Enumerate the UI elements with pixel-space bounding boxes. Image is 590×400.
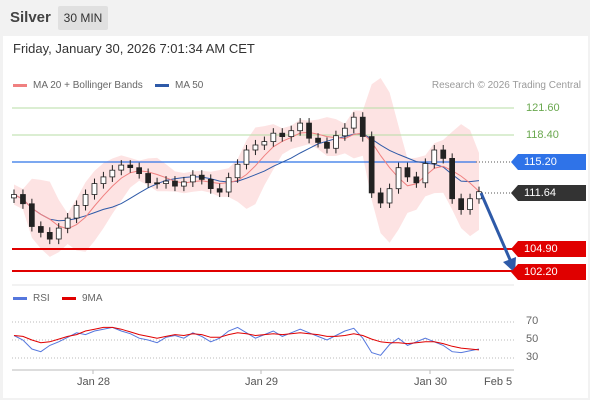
date-label-jan29: Jan 29 <box>245 376 279 388</box>
candles <box>11 112 482 245</box>
ma20-swatch <box>13 84 27 87</box>
candle-body <box>207 178 214 189</box>
projection-arrow <box>479 192 513 263</box>
ma20-line <box>13 131 480 230</box>
legend-rsi-label: RSI <box>33 293 50 304</box>
candle-body <box>154 182 160 185</box>
candle-body <box>189 174 196 183</box>
candle-body <box>225 177 232 193</box>
rsi-swatch <box>13 297 27 300</box>
legend-ma50-label: MA 50 <box>175 80 204 91</box>
candle-body <box>216 188 223 193</box>
candle-body <box>350 116 357 129</box>
candle-body <box>377 192 384 204</box>
candle-body <box>315 137 321 143</box>
credit-text: Research © 2026 Trading Central <box>431 80 581 91</box>
candle-body <box>458 198 465 210</box>
candle-body <box>270 132 277 142</box>
candle-body <box>73 205 80 219</box>
last-price-tag: 111.64 <box>511 185 586 201</box>
legend-rsi-ma: 9MA <box>62 293 103 304</box>
rsi-tick-30: 30 <box>526 351 539 363</box>
ma50-line <box>13 133 480 222</box>
candle-body <box>368 136 375 194</box>
support-label-s2: 102.20 <box>524 266 558 278</box>
candle-body <box>145 173 151 184</box>
resistance-label-r2: 121.60 <box>526 102 560 114</box>
candle-body <box>127 164 134 169</box>
date-label-jan30: Jan 30 <box>414 376 448 388</box>
candle-body <box>55 227 62 240</box>
timeframe-button[interactable]: 30 MIN <box>58 6 108 30</box>
candle-body <box>91 183 98 195</box>
support-label-s1: 104.90 <box>524 243 558 255</box>
candle-body <box>297 122 304 132</box>
rsi-line <box>13 326 480 356</box>
candle-body <box>163 180 169 185</box>
candle-body <box>109 169 116 178</box>
candle-body <box>28 203 35 227</box>
date-label-jan28: Jan 28 <box>77 376 111 388</box>
candle-body <box>20 194 26 205</box>
candle-body <box>261 141 268 146</box>
candle-body <box>386 188 393 204</box>
candle-body <box>82 194 89 206</box>
symbol-title: Silver <box>10 9 51 26</box>
candle-body <box>136 167 142 174</box>
candle-body <box>234 163 241 179</box>
candle-body <box>449 157 456 200</box>
legend-rsi: RSI <box>13 293 50 304</box>
top-bar: Silver 30 MIN <box>0 0 590 36</box>
pivot-tag-label: 115.20 <box>524 156 557 168</box>
candle-body <box>404 167 411 178</box>
candle-body <box>333 135 339 149</box>
candle-body <box>467 198 473 210</box>
candle-body <box>324 141 330 149</box>
support-tag-s2: 102.20 <box>511 264 586 280</box>
candle-body <box>422 163 429 184</box>
legend-rsi-ma-label: 9MA <box>82 293 103 304</box>
rsi-ma-line <box>13 326 480 351</box>
candle-body <box>46 231 53 240</box>
candle-body <box>413 176 420 184</box>
candle-body <box>243 149 250 165</box>
candle-body <box>198 174 205 180</box>
ma50-swatch <box>155 84 169 87</box>
legend-ma20-label: MA 20 + Bollinger Bands <box>33 80 143 91</box>
chart-datetime: Friday, January 30, 2026 7:01:34 AM CET <box>13 41 255 56</box>
candle-body <box>118 164 125 171</box>
candle-body <box>38 226 44 233</box>
legend-ma50: MA 50 <box>155 80 203 91</box>
candle-body <box>252 144 259 151</box>
candle-body <box>180 181 187 187</box>
candle-body <box>359 116 366 137</box>
candle-body <box>395 167 402 190</box>
candle-body <box>431 149 438 164</box>
rsi-tick-70: 70 <box>526 315 539 327</box>
candle-body <box>172 180 178 187</box>
candle-body <box>64 217 71 229</box>
candle-body <box>279 132 286 137</box>
pivot-tag: 115.20 <box>511 154 586 170</box>
last-price-label: 111.64 <box>524 187 557 199</box>
candle-body <box>11 194 17 199</box>
candle-body <box>306 122 312 139</box>
candle-body <box>440 149 447 159</box>
rsi-tick-50: 50 <box>526 333 539 345</box>
support-tag-s1: 104.90 <box>511 241 586 257</box>
date-label-feb5: Feb 5 <box>484 376 513 388</box>
legend-ma20: MA 20 + Bollinger Bands <box>13 80 143 91</box>
rsi-ma-swatch <box>62 297 76 300</box>
candle-body <box>288 130 295 137</box>
resistance-label-r1: 118.40 <box>526 129 559 141</box>
candle-body <box>341 127 348 137</box>
candle-body <box>100 176 107 184</box>
